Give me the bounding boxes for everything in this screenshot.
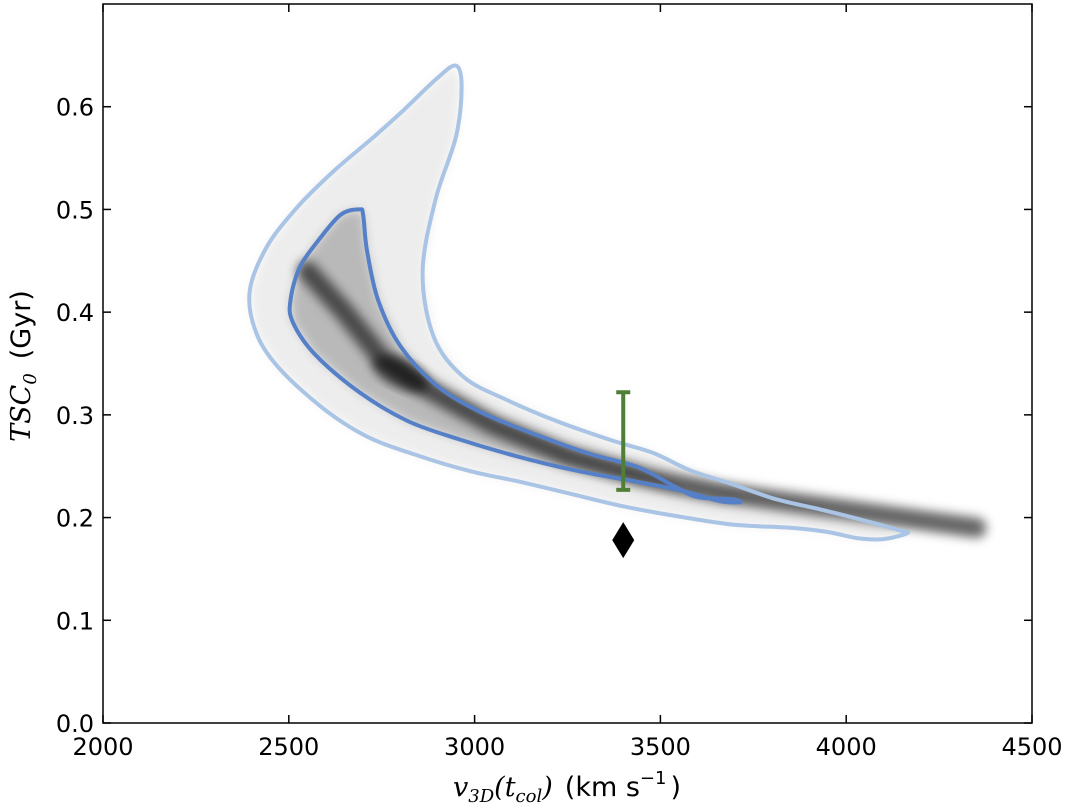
- y-tick-label: 0.4: [56, 299, 94, 327]
- error-bar: [616, 390, 631, 492]
- y-tick-label: 0.2: [56, 505, 94, 533]
- y-tick-label: 0.5: [56, 196, 94, 224]
- tick-layer: 2000 2500 3000 3500 4000 4500 0.0 0.1 0.2 0.3 0.4 0…: [56, 4, 1063, 761]
- y-tick-label: 0.1: [56, 607, 94, 635]
- x-axis-label: v3D(tcol) (km s−1): [453, 768, 681, 807]
- contour-outer: [247, 63, 911, 542]
- plot-frame: [102, 3, 1033, 724]
- y-tick-label: 0.6: [56, 94, 94, 122]
- contour-inner: [287, 207, 743, 505]
- y-label-units: (Gyr): [6, 290, 37, 359]
- x-label-paren-sub: col: [516, 786, 543, 807]
- x-label-close: ): [541, 772, 553, 803]
- marker-layer: [612, 522, 635, 559]
- x-label-units: (km s: [565, 772, 640, 803]
- x-tick-label: 4500: [1001, 733, 1062, 761]
- y-tick-label: 0.0: [56, 710, 94, 738]
- x-label-units-exp: −1: [640, 768, 667, 789]
- x-label-paren: (t: [494, 772, 516, 803]
- x-label-sub: 3D: [468, 786, 494, 807]
- x-tick-label: 3000: [444, 733, 505, 761]
- density-layer: [249, 65, 988, 540]
- x-tick-label: 4000: [816, 733, 877, 761]
- density-peak: [372, 355, 429, 392]
- y-label-math: TSC: [6, 384, 37, 442]
- x-label-math: v: [453, 772, 468, 803]
- x-tick-label: 3500: [630, 733, 691, 761]
- y-tick-label: 0.3: [56, 402, 94, 430]
- diamond-marker: [612, 522, 635, 559]
- plot-background: [103, 4, 1032, 723]
- x-label-units-close: ): [670, 772, 681, 803]
- y-label-sub: 0: [20, 373, 41, 384]
- x-tick-label: 2500: [258, 733, 319, 761]
- contour-layer: [247, 63, 911, 542]
- x-tick-label: 2000: [72, 733, 133, 761]
- y-axis-label: TSC0 (Gyr): [6, 290, 41, 442]
